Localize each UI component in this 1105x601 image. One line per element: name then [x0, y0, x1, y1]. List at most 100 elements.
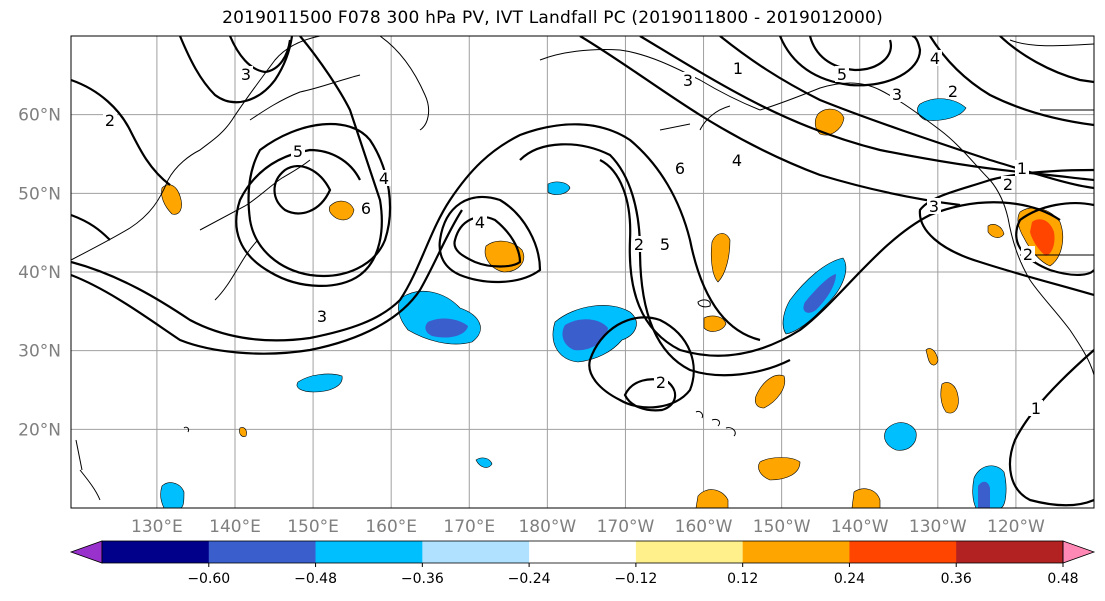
contour-label-bg	[654, 374, 668, 390]
contour-label-bg	[1015, 160, 1029, 176]
pv-blob-negative	[475, 457, 493, 468]
contour-label-bg	[632, 236, 646, 252]
contour-label-bg	[1001, 176, 1015, 192]
lon-tick-label: 170°E	[443, 517, 495, 537]
contour-label: 2	[948, 82, 958, 101]
contour-label-bg	[835, 66, 849, 82]
colorbar-tick-label: −0.60	[187, 571, 230, 587]
pv-blob-positive	[940, 382, 959, 414]
contour-label-bg	[890, 86, 904, 102]
contour-label-bg	[473, 214, 487, 230]
colorbar-swatch	[208, 541, 317, 563]
contour-label: 3	[929, 197, 939, 216]
contour-label: 2	[634, 235, 644, 254]
lon-tick-label: 150°E	[287, 517, 339, 537]
contour-label: 1	[1017, 159, 1027, 178]
contour-label-bg	[673, 160, 687, 176]
islands	[75, 299, 736, 501]
contour-label: 4	[930, 49, 940, 68]
colorbar-tick-label: −0.12	[614, 571, 657, 587]
contour-label-bg	[103, 112, 117, 128]
contour-label: 4	[379, 169, 389, 188]
contour-label: 5	[660, 235, 670, 254]
lon-tick-label: 180°W	[518, 517, 576, 537]
contour-label-bg	[946, 83, 960, 99]
lon-tick-label: 170°W	[597, 517, 655, 537]
pv-blob-positive	[851, 488, 881, 508]
coastlines	[71, 36, 1094, 376]
lon-tick-label: 140°W	[831, 517, 889, 537]
lon-tick-label: 130°W	[909, 517, 967, 537]
lat-tick-label: 20°N	[18, 420, 61, 440]
contour-label-bg	[1021, 246, 1035, 262]
contour-label: 3	[317, 307, 327, 326]
lat-tick-label: 60°N	[18, 106, 61, 126]
contour-label: 2	[1023, 245, 1033, 264]
pv-blob-negative-core	[562, 319, 608, 351]
contour-label-bg	[1029, 400, 1043, 416]
pv-blob-positive	[987, 224, 1005, 238]
contour-label-bg	[359, 200, 373, 216]
contour-label: 3	[683, 71, 693, 90]
contour-label-bg	[658, 236, 672, 252]
contour-label: 4	[732, 151, 742, 170]
colorbar-tick-label: 0.24	[834, 571, 865, 587]
colorbar-swatch	[529, 541, 637, 563]
contour-label: 2	[1003, 175, 1013, 194]
gridlines	[71, 36, 1094, 508]
lon-tick-label: 130°E	[131, 517, 183, 537]
pv-blob-positive	[239, 427, 247, 437]
colorbar-tick-label: −0.48	[294, 571, 337, 587]
colorbar-swatch	[102, 541, 210, 563]
contour-label-bg	[315, 308, 329, 324]
colorbar-tick-label: 0.48	[1047, 571, 1078, 587]
contour-label: 5	[293, 142, 303, 161]
pv-blob-positive	[703, 315, 727, 332]
colorbar-swatch	[635, 541, 744, 563]
lon-tick-label: 160°W	[675, 517, 733, 537]
colorbar-extend-low	[69, 540, 103, 564]
contour-label-bg	[730, 152, 744, 168]
pv-blob-positive	[754, 374, 786, 409]
colorbar-swatch	[315, 541, 423, 563]
contour-label: 5	[837, 65, 847, 84]
contour-label-bg	[731, 60, 745, 76]
contour-label-bg	[681, 72, 695, 88]
contour-label-bg	[927, 198, 941, 214]
pv-blob-negative-core	[425, 318, 468, 338]
colorbar-outline	[101, 540, 1064, 564]
contour-label-bg	[377, 170, 391, 186]
pv-shading	[160, 98, 1063, 508]
colorbar-swatch	[422, 541, 530, 563]
pv-blob-positive	[814, 108, 845, 136]
pv-blob-positive-core	[1030, 219, 1055, 256]
lon-tick-label: 150°W	[753, 517, 811, 537]
contour-label: 6	[675, 159, 685, 178]
pv-blob-negative	[296, 373, 343, 393]
contour-label: 1	[1031, 399, 1041, 418]
colorbar-swatch	[956, 541, 1064, 563]
latitude-labels: 20°N 30°N 40°N 50°N 60°N	[18, 106, 61, 441]
pv-blob-positive	[710, 233, 731, 283]
pv-blob-positive	[758, 457, 801, 481]
colorbar-tick-label: −0.36	[401, 571, 444, 587]
longitude-labels: 130°E 140°E 150°E 160°E 170°E 180°W 170°W 160°W…	[131, 517, 1045, 537]
contour-label: 3	[892, 85, 902, 104]
lat-tick-label: 40°N	[18, 263, 61, 283]
pv-blob-negative	[547, 181, 571, 195]
pv-blob-positive	[328, 200, 355, 221]
contour-label: 2	[656, 373, 666, 392]
chart-title: 2019011500 F078 300 hPa PV, IVT Landfall…	[222, 8, 883, 28]
lon-tick-label: 140°E	[209, 517, 261, 537]
pv-blob-negative	[884, 422, 917, 451]
pv-blob-positive	[695, 489, 729, 508]
contour-label: 3	[241, 65, 251, 84]
colorbar-swatch	[849, 541, 957, 563]
pv-blob-negative	[917, 98, 967, 121]
contour-label-bg	[928, 50, 942, 66]
colorbar-tick-label: −0.24	[508, 571, 551, 587]
map-frame	[70, 35, 1095, 509]
lat-tick-label: 30°N	[18, 342, 61, 362]
